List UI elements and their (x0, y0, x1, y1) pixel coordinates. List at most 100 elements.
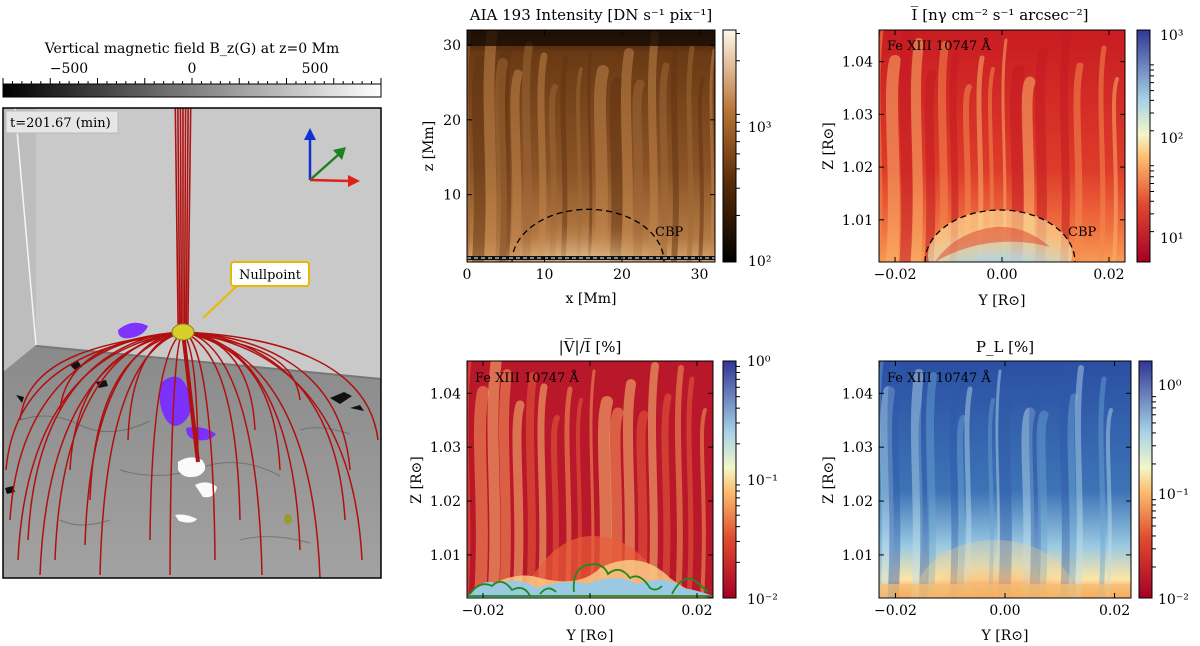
time-label-box (5, 110, 119, 134)
spine-field-line (177, 108, 181, 333)
streak (899, 30, 914, 262)
vi-xlabel: Y [R⊙] (566, 628, 614, 644)
nullpoint-callout-box (230, 261, 310, 287)
streak (1111, 77, 1119, 262)
left-colorbar-ticks: −500 0 500 (50, 61, 329, 77)
streak (471, 55, 487, 262)
y-tick-label: 1.03 (842, 107, 873, 123)
streak (1059, 362, 1071, 598)
left-3d-scene: t=201.67 (min) Nullpoint (3, 108, 381, 578)
streak (467, 30, 472, 262)
vi-cb-tick: 10⁻² (747, 592, 778, 608)
fan-field-line (59, 331, 184, 411)
fan-field-line (54, 331, 184, 561)
streak (512, 400, 525, 598)
streak (1074, 365, 1084, 598)
y-tick-label: 1.02 (842, 494, 873, 510)
pl-cb-tick: 10⁰ (1158, 378, 1182, 394)
intensity-cbp-label: CBP (1068, 225, 1097, 240)
y-tick-label: 1.01 (430, 548, 461, 564)
streak (1105, 408, 1113, 598)
fan-field-line (182, 331, 351, 471)
contour-line (572, 563, 663, 593)
fan-field-line (182, 331, 281, 471)
streak (918, 400, 931, 598)
intensity-xlabel: Y [R⊙] (978, 293, 1026, 309)
streak (498, 369, 512, 598)
intensity-ylabel: Z [R⊙] (821, 122, 837, 169)
intensity-cb-tick: 10² (1160, 131, 1183, 147)
x-tick-label: 10 (536, 267, 554, 283)
pl-colorbar (1138, 360, 1153, 599)
aia-cb-tick: 10³ (748, 120, 771, 136)
streak (699, 408, 707, 598)
aia-dome (505, 206, 665, 262)
y-tick-label: 1.04 (842, 55, 873, 71)
x-tick-label: 0.00 (986, 267, 1017, 283)
aia-title: AIA 193 Intensity [DN s⁻¹ pix⁻¹] (469, 6, 712, 24)
streak (885, 55, 901, 262)
left-colorbar-title: Vertical magnetic field B_z(G) at z=0 Mm (44, 41, 340, 57)
streak (467, 361, 472, 598)
streak (483, 30, 498, 262)
x-tick-label: 20 (613, 267, 631, 283)
y-tick-label: 1.04 (842, 386, 873, 402)
streak (670, 34, 680, 262)
contour-line (671, 577, 709, 595)
fan-field-line (182, 331, 241, 521)
pl-cb-tick: 10⁻² (1158, 592, 1189, 608)
spine-field-line (187, 108, 192, 333)
pl-panel: P_L [%] Fe XIII 10747 Å −0.02 0.00 0.02 1.0… (821, 338, 1189, 644)
streak (686, 376, 695, 598)
pl-cb-tick: 10⁻¹ (1158, 487, 1189, 503)
left-colorbar-minor-ticks (2, 78, 382, 84)
fan-field-line (182, 331, 256, 431)
fan-field-line (99, 331, 184, 576)
y-tick-label: 1.04 (430, 386, 461, 402)
x-tick-label: 0.02 (681, 603, 712, 619)
streak (525, 372, 537, 598)
x-tick-label: 0.00 (989, 603, 1020, 619)
streak (487, 361, 502, 598)
streak (910, 369, 924, 598)
intensity-cb-tick: 10¹ (1160, 231, 1183, 247)
streak (473, 386, 489, 598)
contour-line (539, 587, 557, 595)
aia-ylabel: z [Mm] (421, 121, 437, 171)
vi-title: |V̅|/I̅ [%] (559, 337, 622, 356)
pl-line-label: Fe XIII 10747 Å (887, 370, 991, 386)
aia-plot-frame (466, 29, 716, 263)
streak (879, 361, 884, 598)
x-tick-label: −0.02 (874, 603, 917, 619)
vi-colorbar (722, 360, 737, 599)
pl-dome (915, 540, 1075, 598)
y-tick-label: 1.03 (842, 440, 873, 456)
axis-triad (304, 128, 360, 187)
intensity-colorbar-ticks (1150, 64, 1154, 233)
streak (686, 45, 695, 262)
aia-colorbar (722, 29, 737, 263)
x-tick-label: 0.00 (574, 603, 605, 619)
fan-field-line (84, 331, 184, 546)
streak (910, 38, 924, 262)
vi-panel: |V̅|/I̅ [%] Fe XIII 10747 Å −0.02 0.00 0.0… (409, 337, 778, 644)
spine-field-line (179, 108, 183, 333)
y-tick-label: 10 (443, 188, 461, 204)
vi-cb-tick: 10⁰ (747, 354, 771, 370)
y-tick-label: 1.02 (842, 160, 873, 176)
streak (709, 48, 715, 262)
x-tick-label: 30 (691, 267, 709, 283)
streak (661, 393, 672, 598)
aia-cbp-label: CBP (655, 225, 684, 240)
vi-ylabel: Z [R⊙] (409, 456, 425, 503)
spine-field-line (174, 108, 179, 333)
x-tick-label: 0.02 (1099, 603, 1130, 619)
time-label: t=201.67 (min) (10, 116, 111, 131)
streak (659, 62, 670, 262)
streak (887, 361, 902, 598)
y-tick-label: 20 (443, 113, 461, 129)
small-yellow-blob (284, 514, 292, 524)
streak (494, 58, 508, 262)
pl-title: P_L [%] (976, 338, 1034, 356)
